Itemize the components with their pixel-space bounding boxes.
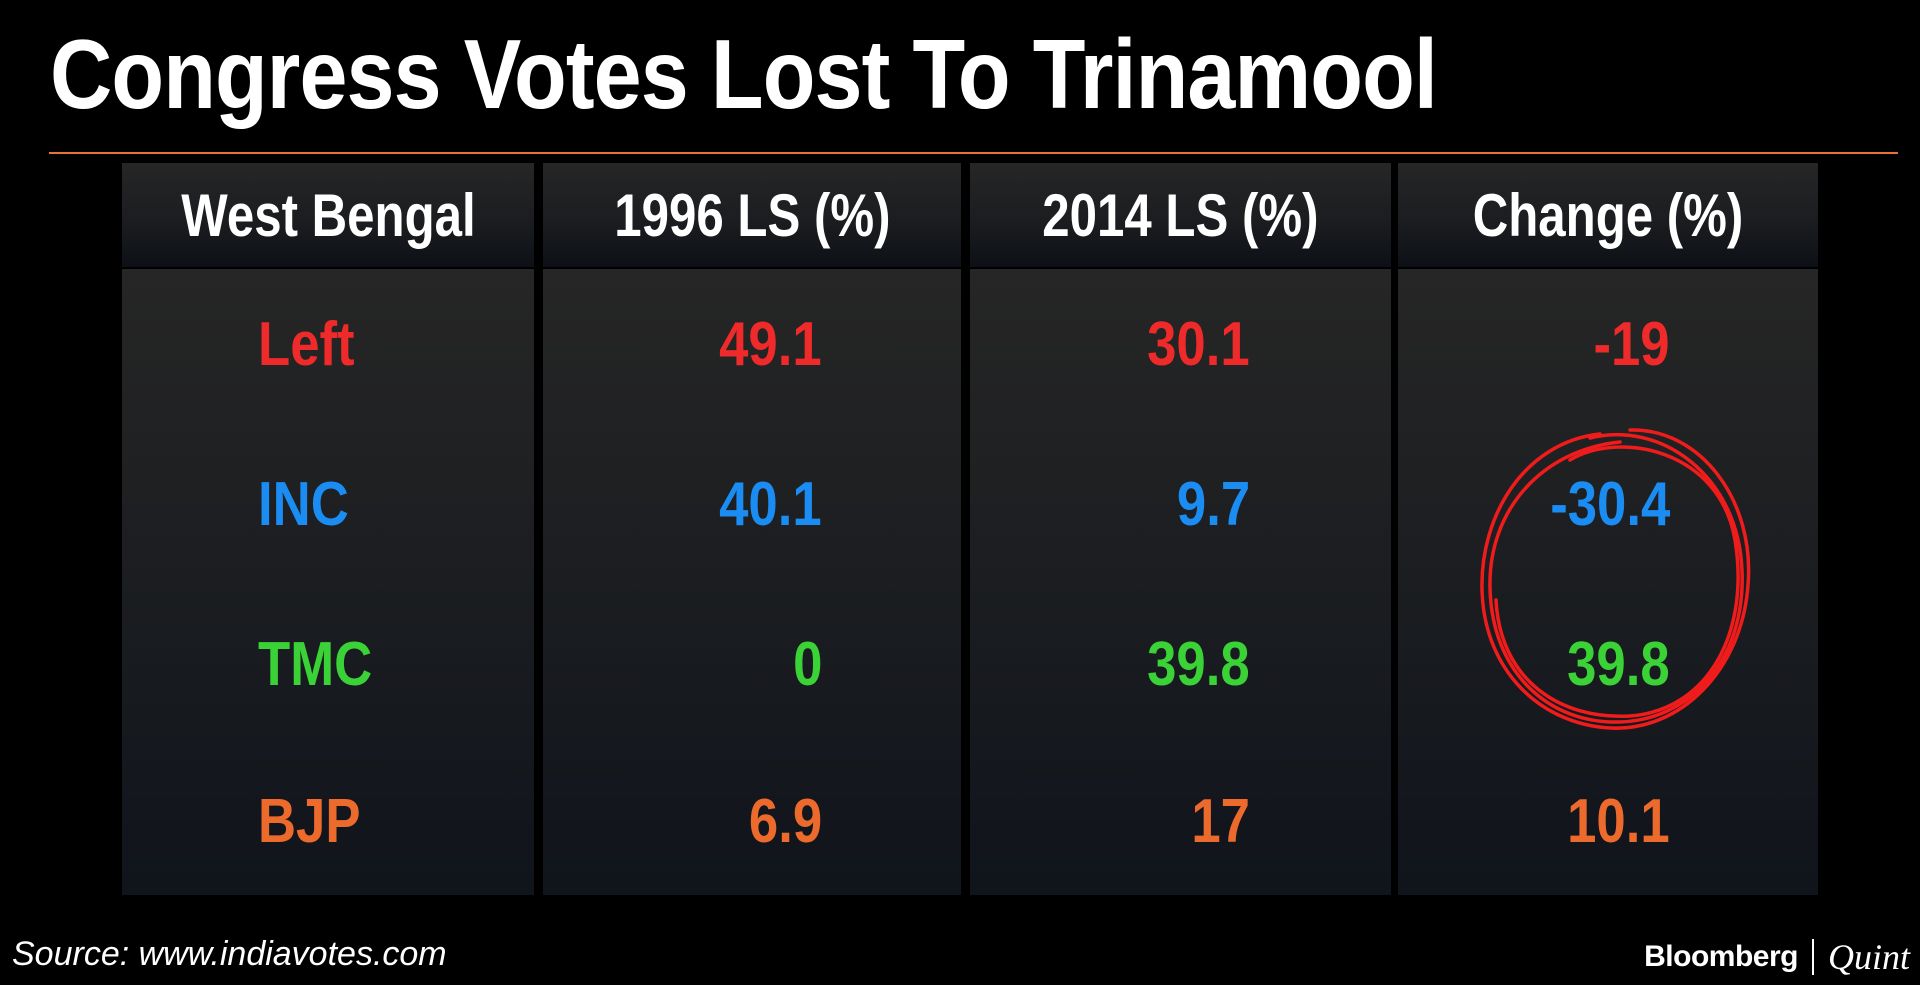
column-body-2014 [970, 269, 1391, 895]
brand-logo: Bloomberg Quint [1644, 936, 1910, 978]
cell-party-bjp: BJP [258, 787, 361, 856]
cell-y2014-inc: 9.7 [1176, 470, 1250, 539]
header-label-1996: 1996 LS (%) [613, 181, 891, 249]
column-header-1996: 1996 LS (%) [543, 163, 961, 267]
cell-change-bjp: 10.1 [1567, 787, 1670, 856]
cell-y1996-left: 49.1 [719, 310, 822, 379]
cell-change-left: -19 [1593, 310, 1670, 379]
column-1996: 1996 LS (%) [543, 163, 961, 895]
cell-party-tmc: TMC [258, 630, 373, 699]
cell-y1996-bjp: 6.9 [748, 787, 822, 856]
column-header-party: West Bengal [122, 163, 534, 267]
source-note: Source: www.indiavotes.com [12, 935, 447, 973]
column-header-change: Change (%) [1398, 163, 1818, 267]
cell-party-left: Left [258, 310, 355, 379]
header-label-change: Change (%) [1472, 181, 1744, 249]
column-header-2014: 2014 LS (%) [970, 163, 1391, 267]
cell-y1996-tmc: 0 [792, 630, 822, 699]
header-label-2014: 2014 LS (%) [1042, 181, 1319, 249]
cell-y2014-tmc: 39.8 [1147, 630, 1250, 699]
cell-y2014-bjp: 17 [1191, 787, 1250, 856]
cell-y1996-inc: 40.1 [719, 470, 822, 539]
header-label-party: West Bengal [180, 181, 476, 249]
column-party: West Bengal [122, 163, 534, 895]
brand-divider [1811, 939, 1814, 975]
cell-y2014-left: 30.1 [1147, 310, 1250, 379]
brand-bloomberg: Bloomberg [1644, 940, 1798, 973]
chart-title: Congress Votes Lost To Trinamool [50, 19, 1438, 129]
cell-change-tmc: 39.8 [1567, 630, 1670, 699]
column-body-party [122, 269, 534, 895]
title-divider [49, 152, 1898, 154]
brand-quint: Quint [1827, 937, 1910, 977]
column-body-1996 [543, 269, 961, 895]
cell-change-inc: -30.4 [1549, 470, 1670, 539]
cell-party-inc: INC [258, 470, 349, 539]
highlight-circle [1480, 428, 1751, 730]
column-2014: 2014 LS (%) [970, 163, 1391, 895]
